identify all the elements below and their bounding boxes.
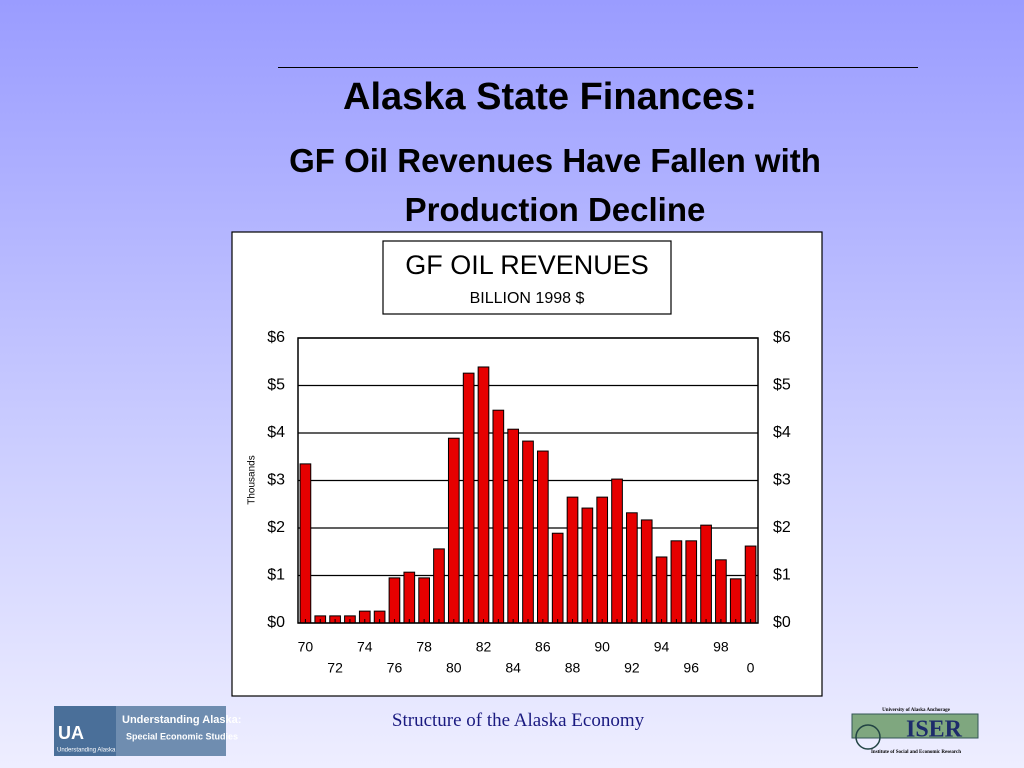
logo-mark: ISER: [906, 717, 963, 743]
logo-box: [54, 706, 116, 756]
bar: [462, 372, 475, 624]
y-tick-label: $1: [267, 567, 285, 584]
logo-top: University of Alaska Anchorage: [882, 708, 950, 713]
y2-tick-label: $3: [773, 472, 791, 489]
logo-right: University of Alaska Anchorage ISER Inst…: [851, 708, 979, 755]
bar: [715, 559, 727, 624]
bar: [729, 578, 742, 624]
bar: [522, 440, 534, 624]
bar: [477, 366, 490, 624]
x-tick-label: 96: [683, 660, 699, 676]
bar: [700, 524, 712, 624]
bar: [447, 437, 460, 624]
x-tick-label: 98: [713, 639, 729, 655]
bar: [596, 496, 609, 624]
bar: [536, 450, 549, 624]
x-tick-label: 86: [535, 639, 551, 655]
x-tick-label: 72: [327, 660, 343, 676]
x-tick-label: 78: [416, 639, 432, 655]
bar: [626, 512, 638, 624]
plot-area: $0 $0 $1 $1 $2 $2 $3 $3 $4 $4 $5 $5 $6 $6 70 72 74 76 78 80…: [267, 329, 791, 675]
bar: [655, 556, 668, 624]
x-tick-label: 76: [387, 660, 403, 676]
bar: [507, 428, 520, 624]
logo-caption: Understanding Alaska: [57, 748, 116, 754]
y-tick-label: $5: [267, 377, 285, 394]
x-tick-label: 82: [476, 639, 492, 655]
logo-box: [116, 706, 226, 756]
y-axis-label: Thousands: [247, 455, 258, 504]
x-tick-label: 70: [298, 639, 314, 655]
bar: [685, 540, 698, 624]
y2-tick-label: $1: [773, 567, 791, 584]
y-tick-label: $2: [267, 519, 285, 536]
x-tick-label: 94: [654, 639, 670, 655]
logo-left: UA Understanding Alaska Understanding Al…: [54, 706, 241, 756]
x-tick-label: 90: [594, 639, 610, 655]
logo-bottom: Institute of Social and Economic Researc…: [871, 750, 961, 755]
y-tick-label: $4: [267, 424, 285, 441]
logo-name: Understanding Alaska:: [122, 714, 241, 726]
x-tick-label: 0: [747, 660, 755, 676]
bar: [299, 463, 312, 624]
bar: [418, 577, 430, 624]
chart-title: GF OIL REVENUES: [405, 250, 649, 280]
y2-tick-label: $6: [773, 329, 791, 346]
x-tick-label: 80: [446, 660, 462, 676]
y-tick-label: $0: [267, 614, 285, 631]
slide-title: Alaska State Finances:: [343, 76, 757, 118]
y2-tick-label: $5: [773, 377, 791, 394]
bar: [433, 548, 445, 624]
bar: [581, 507, 594, 624]
y-tick-label: $3: [267, 472, 285, 489]
plot-border: [297, 337, 759, 624]
chart-subtitle: BILLION 1998 $: [470, 290, 585, 307]
x-tick-label: 92: [624, 660, 640, 676]
y2-tick-label: $0: [773, 614, 791, 631]
bar: [403, 571, 416, 624]
bar: [611, 478, 623, 624]
chart-title-box: [382, 240, 672, 315]
bar: [388, 577, 401, 624]
bar: [492, 409, 505, 624]
y2-tick-label: $2: [773, 519, 791, 536]
logo-mark: UA: [58, 723, 84, 743]
logo-series: Special Economic Studies: [126, 731, 238, 741]
footer: Structure of the Alaska Economy: [391, 710, 645, 731]
y-tick-label: $6: [267, 329, 285, 346]
x-tick-label: 84: [505, 660, 521, 676]
bar: [640, 519, 653, 624]
bar: [744, 545, 757, 624]
x-tick-label: 88: [565, 660, 581, 676]
title-rule: [278, 67, 918, 68]
slide-subtitle: GF Oil Revenues Have Fallen with Product…: [289, 142, 821, 228]
bar: [566, 496, 579, 624]
y2-tick-label: $4: [773, 424, 791, 441]
bar: [670, 540, 683, 624]
x-tick-label: 74: [357, 639, 373, 655]
logo-icon: [855, 724, 881, 750]
bar: [551, 532, 564, 624]
